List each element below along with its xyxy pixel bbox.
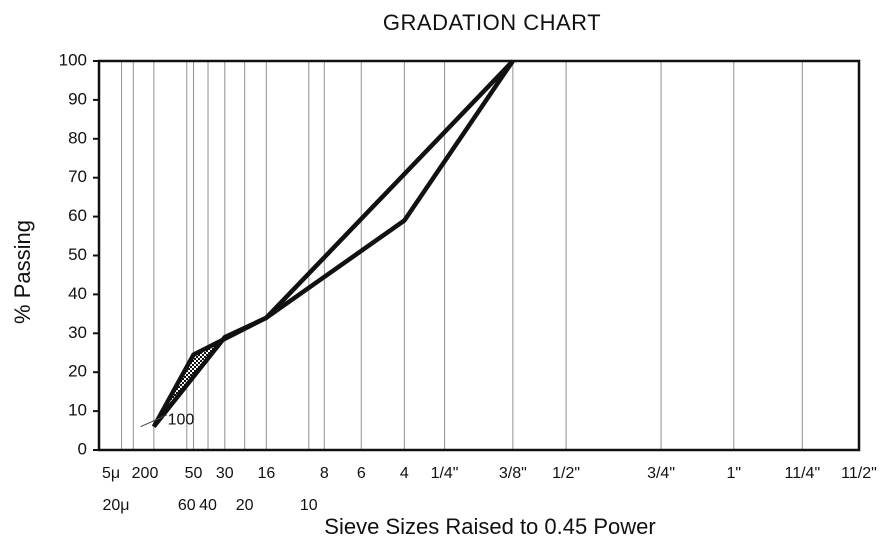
x-tick-label: 50	[185, 465, 203, 482]
y-tick-label: 20	[68, 362, 87, 381]
y-tick-label: 80	[68, 128, 87, 147]
annotation-label: 100	[168, 412, 195, 429]
x-tick-label: 8	[320, 465, 329, 482]
y-tick-label: 30	[68, 323, 87, 342]
x-tick-label: 6	[357, 465, 366, 482]
annotations: 100	[140, 412, 195, 429]
x-tick-label: 11/2"	[841, 465, 877, 482]
x-tick-label: 16	[257, 465, 275, 482]
x-tick-label: 30	[216, 465, 234, 482]
annotation-leader	[140, 414, 167, 428]
x-tick-label: 3/8"	[499, 465, 527, 482]
x-tick-label: 1/4"	[431, 465, 459, 482]
chart-title: GRADATION CHART	[383, 10, 601, 35]
x-axis-ticks-row-1: 5μ 200 50 30 16 8 6 4 1/4" 3/8" 1/2" 3/4" 1" 11/4" 11/…	[102, 465, 877, 482]
x-tick-label: 40	[199, 497, 217, 514]
y-axis-label: % Passing	[10, 220, 35, 324]
y-tick-label: 50	[68, 245, 87, 264]
series-layer	[151, 59, 515, 429]
y-tick-label: 60	[68, 206, 87, 225]
y-tick-label: 70	[68, 167, 87, 186]
y-tick-label: 0	[78, 439, 87, 458]
x-tick-label: 4	[400, 465, 409, 482]
x-tick-label: 20μ	[102, 497, 129, 514]
vertical-gridlines	[120, 61, 803, 450]
x-tick-label: 1/2"	[552, 465, 580, 482]
x-tick-label: 10	[300, 497, 318, 514]
x-tick-label: 3/4"	[647, 465, 675, 482]
y-tick-label: 100	[59, 50, 87, 69]
y-tick-label: 40	[68, 284, 87, 303]
x-tick-label: 200	[132, 465, 159, 482]
y-axis-ticks: 0 10 20 30 40 50 60 70 80 90 100	[59, 50, 99, 458]
y-tick-label: 90	[68, 89, 87, 108]
x-tick-label: 11/4"	[785, 465, 821, 482]
envelope-fill-layer	[153, 317, 267, 427]
x-tick-label: 5μ	[102, 465, 120, 482]
y-tick-label: 10	[68, 401, 87, 420]
x-tick-label: 1"	[726, 465, 741, 482]
x-axis-ticks-row-2: 20μ 60 40 20 10	[102, 497, 317, 514]
plot-frame	[97, 59, 861, 452]
x-tick-label: 20	[236, 497, 254, 514]
x-tick-label: 60	[178, 497, 196, 514]
x-axis-label: Sieve Sizes Raised to 0.45 Power	[324, 514, 655, 539]
envelope-fill	[153, 317, 267, 427]
